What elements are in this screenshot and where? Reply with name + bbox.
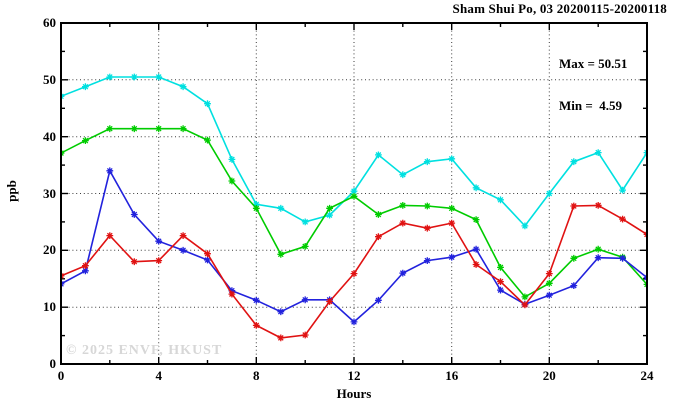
max-value-label: Max = 50.51 xyxy=(559,56,628,71)
x-axis-label: Hours xyxy=(336,386,372,401)
y-tick-label: 40 xyxy=(43,128,56,144)
x-tick-label: 24 xyxy=(640,368,654,383)
watermark: © 2025 ENVF, HKUST xyxy=(66,343,223,358)
max-min-legend: Max = 50.51 Min = 4.59 xyxy=(559,29,627,141)
x-tick-label: 4 xyxy=(155,368,162,383)
series-cyan xyxy=(61,73,647,230)
x-tick-label: 20 xyxy=(542,368,556,383)
y-tick-label: 0 xyxy=(49,356,57,371)
series-red xyxy=(61,202,647,342)
y-tick-label: 50 xyxy=(43,71,56,87)
x-tick-label: 0 xyxy=(57,368,65,383)
y-tick-label: 20 xyxy=(43,242,56,258)
y-tick-label: 30 xyxy=(43,185,56,201)
series-green xyxy=(61,125,647,301)
x-tick-label: 12 xyxy=(347,368,361,383)
x-tick-label: 16 xyxy=(445,368,459,383)
min-value-label: Min = 4.59 xyxy=(559,98,623,113)
y-tick-label: 10 xyxy=(43,299,56,315)
chart-title: Sham Shui Po, 03 20200115-20200118 xyxy=(452,1,667,16)
x-tick-label: 8 xyxy=(253,368,260,383)
y-tick-label: 60 xyxy=(43,15,56,30)
